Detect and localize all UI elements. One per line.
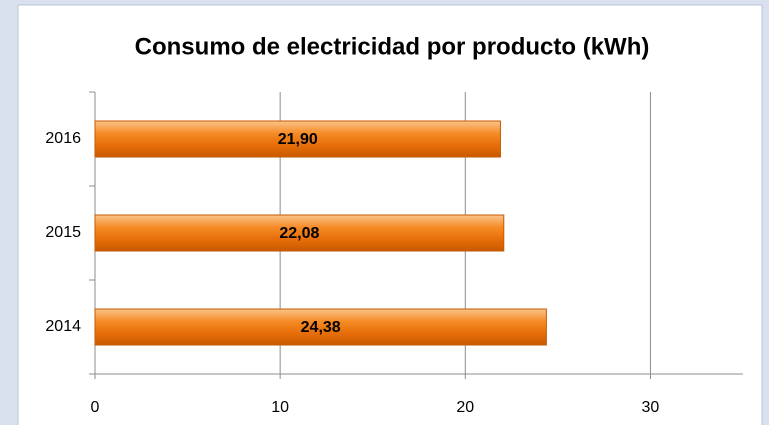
bar <box>94 120 501 158</box>
bar <box>94 214 505 252</box>
data-label: 24,38 <box>301 319 341 336</box>
y-tick-label: 2016 <box>45 130 81 147</box>
data-label: 21,90 <box>278 131 318 148</box>
data-label: 22,08 <box>279 225 319 242</box>
y-tick-label: 2015 <box>45 224 81 241</box>
chart-title: Consumo de electricidad por producto (kW… <box>135 33 650 60</box>
x-tick-label: 0 <box>91 399 100 416</box>
x-tick-label: 20 <box>456 399 474 416</box>
y-tick-label: 2014 <box>45 318 81 335</box>
x-tick-label: 30 <box>642 399 660 416</box>
x-tick-label: 10 <box>271 399 289 416</box>
bar <box>94 308 547 346</box>
